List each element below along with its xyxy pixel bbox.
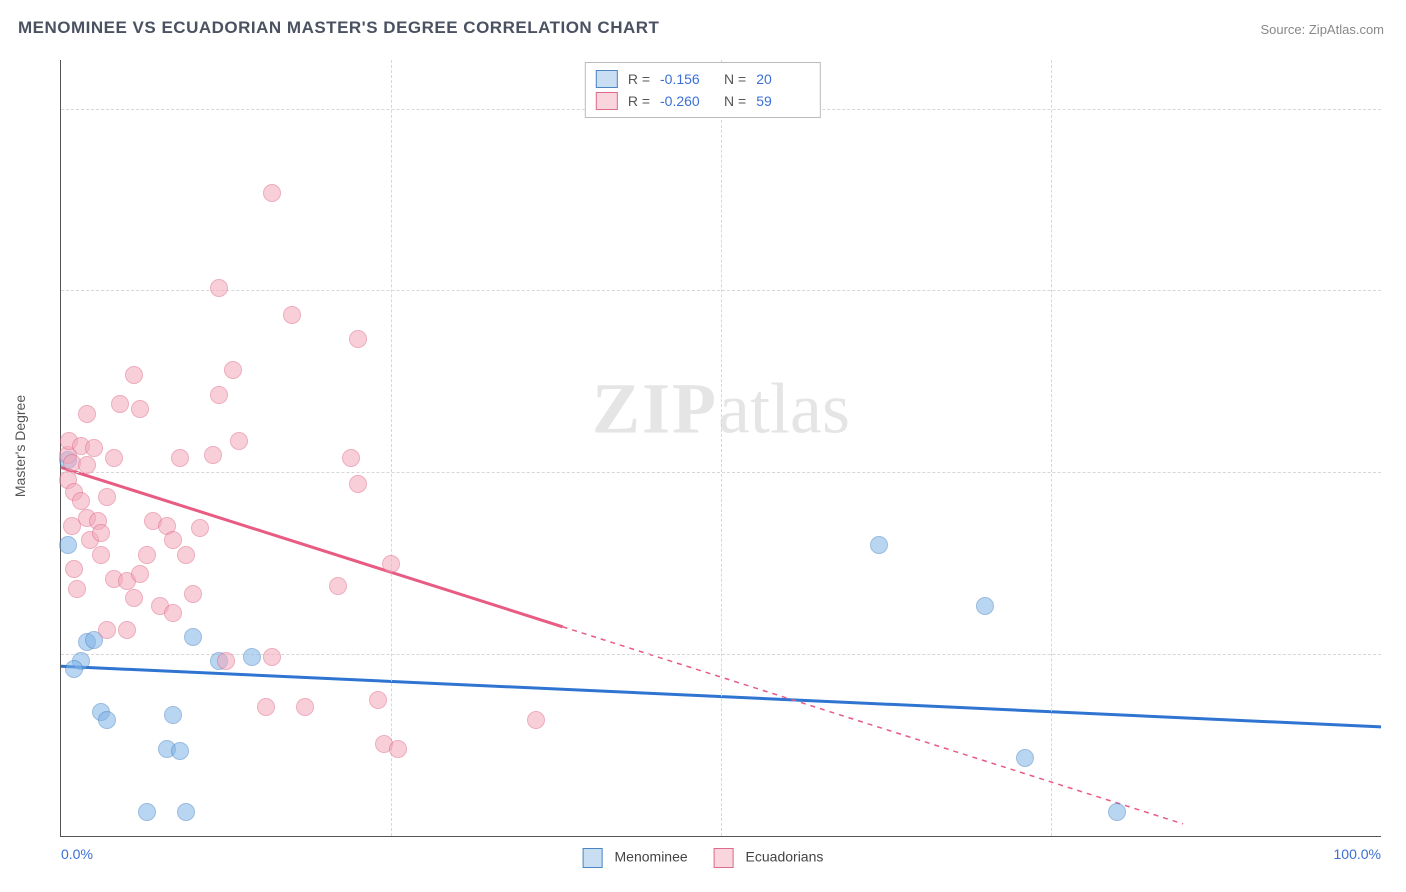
data-point bbox=[230, 432, 248, 450]
data-point bbox=[257, 698, 275, 716]
y-axis-label: Master's Degree bbox=[12, 395, 28, 497]
trend-line-dashed bbox=[563, 627, 1183, 824]
data-point bbox=[263, 648, 281, 666]
data-point bbox=[98, 711, 116, 729]
legend-top-row: R = -0.156 N = 20 bbox=[596, 68, 810, 90]
data-point bbox=[164, 604, 182, 622]
data-point bbox=[59, 536, 77, 554]
data-point bbox=[171, 742, 189, 760]
data-point bbox=[164, 706, 182, 724]
legend-top-row: R = -0.260 N = 59 bbox=[596, 90, 810, 112]
data-point bbox=[78, 456, 96, 474]
data-point bbox=[1108, 803, 1126, 821]
legend-swatch bbox=[596, 70, 618, 88]
gridline-v bbox=[1051, 60, 1052, 836]
data-point bbox=[191, 519, 209, 537]
data-point bbox=[349, 330, 367, 348]
legend-label: Menominee bbox=[615, 849, 688, 865]
data-point bbox=[63, 517, 81, 535]
y-tick-label: 30.0% bbox=[1389, 101, 1406, 117]
data-point bbox=[85, 439, 103, 457]
data-point bbox=[92, 546, 110, 564]
chart-plot-area: ZIPatlas 7.5%15.0%22.5%30.0%0.0%100.0% bbox=[60, 60, 1381, 837]
legend-n-value: 20 bbox=[756, 68, 810, 90]
data-point bbox=[217, 652, 235, 670]
x-tick-label: 0.0% bbox=[61, 846, 93, 862]
data-point bbox=[204, 446, 222, 464]
data-point bbox=[138, 803, 156, 821]
legend-bottom: Menominee Ecuadorians bbox=[583, 848, 824, 868]
legend-static: N = bbox=[724, 90, 746, 112]
data-point bbox=[382, 555, 400, 573]
data-point bbox=[349, 475, 367, 493]
data-point bbox=[98, 621, 116, 639]
data-point bbox=[184, 585, 202, 603]
legend-swatch bbox=[596, 92, 618, 110]
legend-r-value: -0.156 bbox=[660, 68, 714, 90]
data-point bbox=[68, 580, 86, 598]
data-point bbox=[243, 648, 261, 666]
data-point bbox=[131, 400, 149, 418]
legend-n-value: 59 bbox=[756, 90, 810, 112]
data-point bbox=[296, 698, 314, 716]
data-point bbox=[527, 711, 545, 729]
data-point bbox=[125, 589, 143, 607]
gridline-v bbox=[721, 60, 722, 836]
legend-top: R = -0.156 N = 20 R = -0.260 N = 59 bbox=[585, 62, 821, 118]
x-tick-label: 100.0% bbox=[1334, 846, 1381, 862]
data-point bbox=[263, 184, 281, 202]
data-point bbox=[389, 740, 407, 758]
data-point bbox=[78, 405, 96, 423]
y-tick-label: 7.5% bbox=[1389, 646, 1406, 662]
chart-title: MENOMINEE VS ECUADORIAN MASTER'S DEGREE … bbox=[18, 18, 659, 38]
legend-label: Ecuadorians bbox=[746, 849, 824, 865]
legend-item-menominee: Menominee bbox=[583, 848, 688, 868]
data-point bbox=[342, 449, 360, 467]
data-point bbox=[125, 366, 143, 384]
data-point bbox=[65, 560, 83, 578]
legend-item-ecuadorians: Ecuadorians bbox=[714, 848, 824, 868]
data-point bbox=[329, 577, 347, 595]
data-point bbox=[210, 386, 228, 404]
data-point bbox=[184, 628, 202, 646]
y-tick-label: 22.5% bbox=[1389, 282, 1406, 298]
data-point bbox=[976, 597, 994, 615]
data-point bbox=[224, 361, 242, 379]
data-point bbox=[138, 546, 156, 564]
data-point bbox=[105, 449, 123, 467]
y-tick-label: 15.0% bbox=[1389, 464, 1406, 480]
data-point bbox=[369, 691, 387, 709]
data-point bbox=[164, 531, 182, 549]
data-point bbox=[98, 488, 116, 506]
data-point bbox=[870, 536, 888, 554]
data-point bbox=[210, 279, 228, 297]
data-point bbox=[177, 803, 195, 821]
data-point bbox=[72, 492, 90, 510]
legend-swatch bbox=[714, 848, 734, 868]
source-label: Source: ZipAtlas.com bbox=[1260, 22, 1384, 37]
legend-static: R = bbox=[628, 68, 650, 90]
data-point bbox=[118, 621, 136, 639]
legend-r-value: -0.260 bbox=[660, 90, 714, 112]
data-point bbox=[92, 524, 110, 542]
gridline-v bbox=[391, 60, 392, 836]
legend-static: N = bbox=[724, 68, 746, 90]
data-point bbox=[171, 449, 189, 467]
data-point bbox=[1016, 749, 1034, 767]
legend-static: R = bbox=[628, 90, 650, 112]
data-point bbox=[283, 306, 301, 324]
data-point bbox=[177, 546, 195, 564]
data-point bbox=[65, 660, 83, 678]
data-point bbox=[131, 565, 149, 583]
legend-swatch bbox=[583, 848, 603, 868]
data-point bbox=[111, 395, 129, 413]
